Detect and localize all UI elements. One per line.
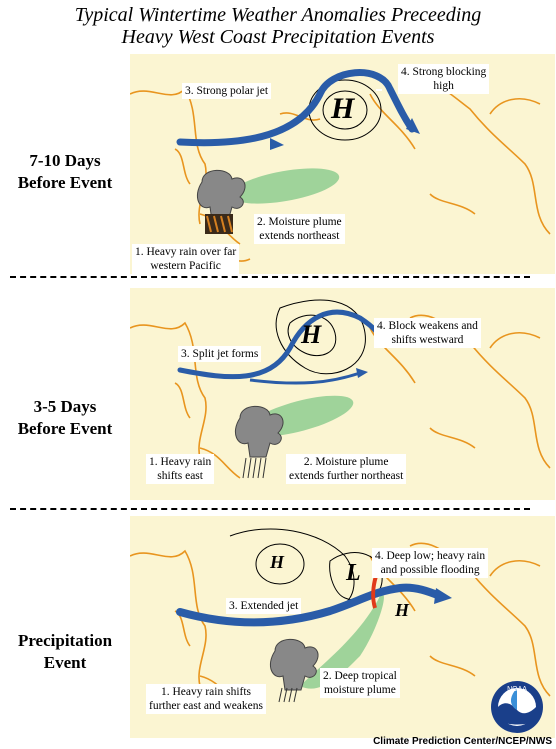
panel1-rain-line2: western Pacific: [150, 260, 221, 272]
panel-divider-2: [10, 508, 530, 510]
panel2-time-line2: Before Event: [17, 419, 113, 438]
panel2-plume-label: 2. Moisture plume extends further northe…: [286, 454, 407, 484]
panel1-high-label: H: [331, 92, 355, 125]
panel3-extended-jet: [176, 583, 444, 627]
panel2-time-line1: 3-5 Days: [33, 397, 97, 416]
panel1-H-label: [376, 89, 382, 91]
panel1-moisture-plume: [230, 168, 340, 204]
panel3-map-graphic: [130, 528, 551, 707]
panel2-high-label: H: [301, 320, 322, 349]
panel2-coastlines: [130, 314, 551, 479]
credit-text: Climate Prediction Center/NCEP/NWS: [373, 736, 552, 747]
panel1-time-label: 7-10 Days Before Event: [0, 150, 130, 194]
panel2-map: H 3. Split jet forms 4. Block weakens an…: [130, 288, 555, 500]
panel1-map: H 3. Strong polar jet 4. Strong blocking…: [130, 54, 555, 274]
panel3-time-label: Precipitation Event: [0, 630, 130, 674]
panel1-rain-label: 1. Heavy rain over far western Pacific: [132, 244, 240, 274]
panel2-time-label: 3-5 Days Before Event: [0, 396, 130, 440]
panel1-polar-jet: [176, 69, 416, 147]
panel3-high-label-east: H: [395, 600, 410, 620]
panel2-block-label: 4. Block weakens and shifts westward: [374, 318, 481, 348]
panel3-rain-line1: 1. Heavy rain shifts: [160, 686, 252, 698]
panel2-rain-line1: 1. Heavy rain: [149, 456, 212, 468]
figure-title-line2: Heavy West Coast Precipitation Events: [121, 26, 435, 48]
panel-divider-1: [10, 276, 530, 278]
panel1-time-line1: 7-10 Days: [29, 151, 101, 170]
panel3-block-line2: and possible flooding: [380, 564, 480, 576]
panel3-high-label-west: H: [270, 552, 285, 572]
panel2-block-line1: 4. Block weakens and: [377, 320, 478, 332]
panel3-time-line2: Event: [43, 653, 87, 672]
panel3-rain-label: 1. Heavy rain shifts further east and we…: [146, 684, 266, 714]
panel3-block-label: 4. Deep low; heavy rain and possible flo…: [372, 548, 489, 578]
panel1-map-graphic: [130, 69, 551, 262]
panel1-jet-mid-arrowhead: [270, 138, 284, 150]
panel3-plume-line2: moisture plume: [323, 684, 396, 696]
panel2-rain-label: 1. Heavy rain shifts east: [146, 454, 215, 484]
panel2-block-line2: shifts westward: [391, 334, 464, 346]
panel3-jet-label: 3. Extended jet: [226, 598, 302, 614]
storm-cloud-icon-2: [235, 405, 284, 479]
panel3-jet-arrowhead: [434, 588, 452, 604]
panel3-low-label: L: [346, 560, 361, 586]
panel2-plume-line2: extends further northeast: [289, 470, 404, 482]
noaa-logo-icon: NOAA: [491, 681, 543, 733]
panel1-plume-line1: 2. Moisture plume: [257, 216, 342, 228]
panel1-block-line2: high: [433, 80, 454, 92]
panel1-time-line2: Before Event: [17, 173, 113, 192]
storm-cloud-icon-3: [270, 638, 319, 703]
panel2-plume-line1: 2. Moisture plume: [303, 456, 389, 468]
panel2-jet-label: 3. Split jet forms: [178, 346, 262, 362]
panel1-block-line1: 4. Strong blocking: [401, 66, 487, 78]
panel1-jet-label: 3. Strong polar jet: [182, 83, 272, 99]
panel3-map: H L H 3. Extended jet 4. Deep low; heavy…: [130, 516, 555, 738]
panel2-southern-arrowhead: [356, 368, 368, 378]
panel2-high-contours: [275, 299, 366, 375]
panel2-southern-jet: [249, 371, 361, 385]
panel1-plume-label: 2. Moisture plume extends northeast: [254, 214, 345, 244]
panel3-block-line1: 4. Deep low; heavy rain: [375, 550, 486, 562]
panel3-plume-line1: 2. Deep tropical: [323, 670, 397, 682]
panel3-time-line1: Precipitation: [17, 631, 113, 650]
panel2-map-graphic: [130, 299, 551, 479]
noaa-logo-text: NOAA: [507, 686, 527, 693]
panel1-rain-line1: 1. Heavy rain over far: [135, 246, 237, 258]
figure-title-line1: Typical Wintertime Weather Anomalies Pre…: [74, 4, 482, 26]
panel2-rain-line2: shifts east: [157, 470, 203, 482]
panel3-front: [371, 575, 378, 609]
panel2-northern-jet: [177, 309, 383, 380]
panel3-plume-label: 2. Deep tropical moisture plume: [320, 668, 400, 698]
panel1-block-label: 4. Strong blocking high: [398, 64, 490, 94]
panel1-plume-line2: extends northeast: [259, 230, 340, 242]
storm-cloud-icon: [197, 169, 246, 234]
panel1-jet-arrowhead: [406, 118, 420, 134]
panel3-rain-line2: further east and weakens: [149, 700, 263, 712]
